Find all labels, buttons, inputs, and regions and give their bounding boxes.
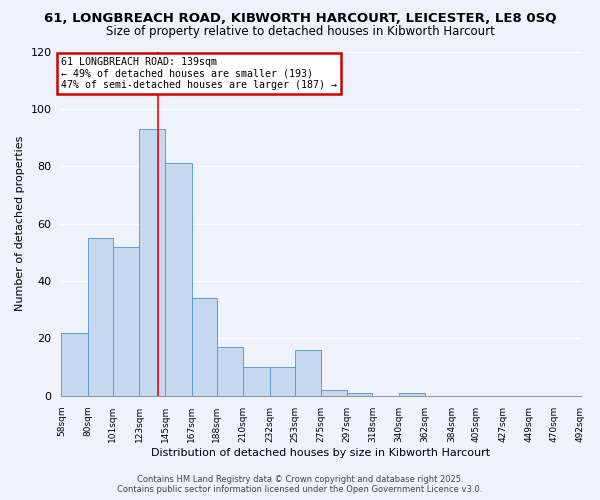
Bar [192, 298, 217, 396]
Bar [321, 390, 347, 396]
Text: 61, LONGBREACH ROAD, KIBWORTH HARCOURT, LEICESTER, LE8 0SQ: 61, LONGBREACH ROAD, KIBWORTH HARCOURT, … [44, 12, 556, 26]
Bar [217, 347, 243, 396]
Bar [139, 129, 166, 396]
Bar [113, 246, 139, 396]
Bar [295, 350, 321, 396]
Text: Contains HM Land Registry data © Crown copyright and database right 2025.
Contai: Contains HM Land Registry data © Crown c… [118, 474, 482, 494]
Text: Size of property relative to detached houses in Kibworth Harcourt: Size of property relative to detached ho… [106, 25, 494, 38]
Bar [61, 332, 88, 396]
Bar [398, 393, 425, 396]
Y-axis label: Number of detached properties: Number of detached properties [15, 136, 25, 312]
Bar [347, 393, 373, 396]
Bar [88, 238, 113, 396]
Text: 61 LONGBREACH ROAD: 139sqm
← 49% of detached houses are smaller (193)
47% of sem: 61 LONGBREACH ROAD: 139sqm ← 49% of deta… [61, 57, 337, 90]
X-axis label: Distribution of detached houses by size in Kibworth Harcourt: Distribution of detached houses by size … [151, 448, 491, 458]
Bar [243, 367, 269, 396]
Bar [166, 164, 192, 396]
Bar [269, 367, 295, 396]
